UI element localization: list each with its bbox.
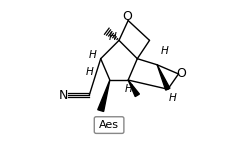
Text: H: H	[108, 32, 116, 42]
Polygon shape	[98, 80, 110, 111]
Text: H: H	[89, 50, 97, 60]
Text: H: H	[125, 84, 133, 94]
FancyBboxPatch shape	[94, 117, 124, 133]
Text: Aes: Aes	[99, 120, 119, 130]
Text: O: O	[176, 67, 186, 80]
Text: O: O	[123, 10, 132, 23]
Polygon shape	[128, 80, 139, 97]
Polygon shape	[157, 65, 170, 90]
Text: N: N	[59, 89, 68, 102]
Text: H: H	[85, 67, 93, 77]
Text: H: H	[161, 46, 169, 56]
Text: H: H	[169, 93, 176, 103]
